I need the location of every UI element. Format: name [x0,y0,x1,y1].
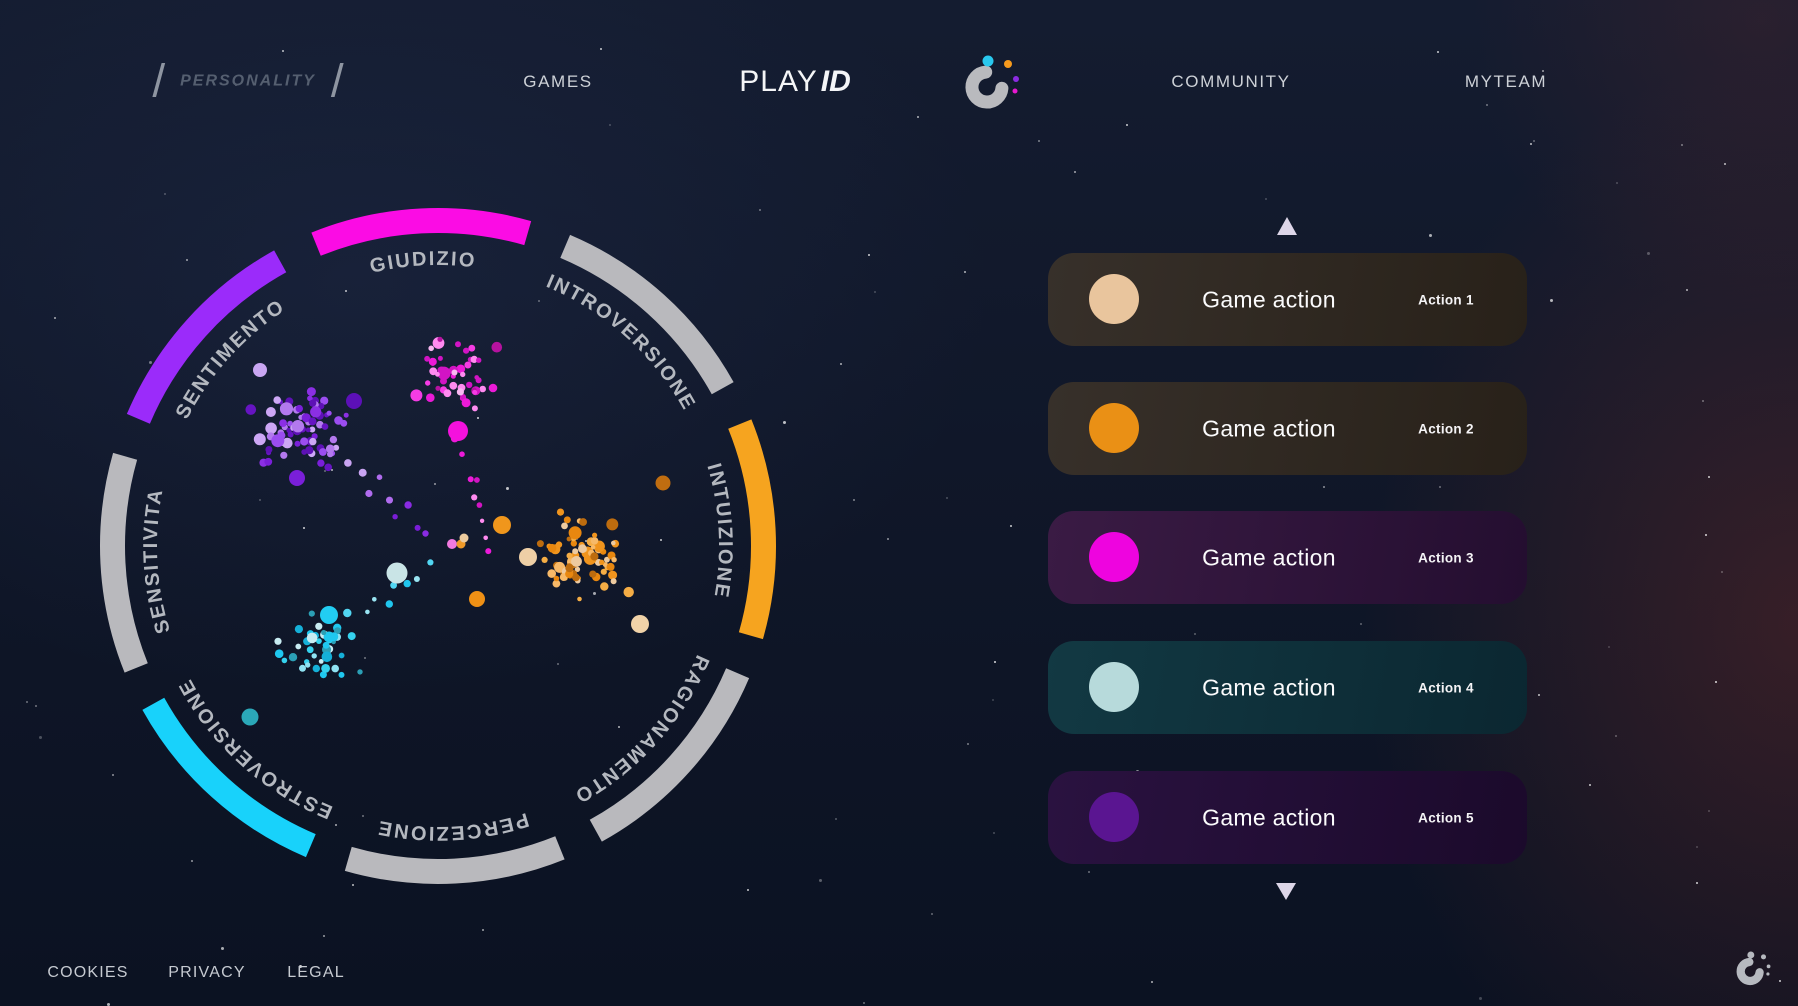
wheel-segment-sensitivita[interactable] [100,452,148,673]
wheel-label-percezione: PERCEZIONE [375,808,529,844]
game-action-card[interactable]: Game action Action 4 [1048,641,1527,734]
svg-text:GIUDIZIO: GIUDIZIO [368,248,478,278]
game-action-title: Game action [1202,415,1336,441]
swirl-dot [1766,972,1770,976]
action-color-dot [1089,532,1139,582]
svg-text:SENTIMENTO: SENTIMENTO [172,295,290,422]
wheel-label-giudizio: GIUDIZIO [368,248,476,278]
personality-wheel: GIUDIZIO INTROVERSIONE INTUIZIONE RAGION… [100,208,776,884]
swirl-purple-dot [1013,76,1019,82]
svg-text:PERCEZIONE: PERCEZIONE [375,808,531,844]
game-action-title: Game action [1202,286,1336,312]
game-action-tag: Action 3 [1418,550,1474,565]
footer-swirl-logo [1736,951,1771,986]
game-action-tag: Action 1 [1418,292,1474,307]
playid-logo[interactable]: PLAY ID [739,65,851,99]
nav-personality-label: PERSONALITY [180,71,316,89]
action-color-dot [1089,662,1139,712]
game-action-tag: Action 5 [1418,810,1474,825]
wheel-segment-introversione[interactable] [560,234,734,395]
nav-myteam[interactable]: MYTEAM [1464,72,1548,91]
swirl-arc [965,65,1009,109]
slash-left-icon: / [152,54,166,107]
footer-link-privacy[interactable]: PRIVACY [168,964,246,981]
action-color-dot [1089,274,1139,324]
footer-link-cookies[interactable]: COOKIES [47,964,129,981]
nav-community[interactable]: COMMUNITY [1171,72,1291,91]
footer-link-legal[interactable]: LEGAL [287,964,345,981]
scroll-up-arrow[interactable] [1277,217,1297,235]
playid-swirl-icon[interactable] [963,50,1023,110]
game-action-title: Game action [1202,674,1336,700]
wheel-segment-ragionamento[interactable] [589,668,750,842]
swirl-magenta-dot [1012,88,1018,94]
swirl-orange-dot [1004,60,1012,68]
scatter-dots [241,336,671,726]
svg-text:INTUIZIONE: INTUIZIONE [702,461,736,600]
game-action-title: Game action [1202,804,1336,830]
game-action-title: Game action [1202,544,1336,570]
swirl-arc [1736,957,1764,986]
wheel-label-sensitivita: SENSITIVITA [140,486,173,636]
swirl-dot [1760,954,1767,960]
wheel-arcs [100,208,776,884]
game-action-card[interactable]: Game action Action 2 [1048,382,1527,475]
playid-logo-id: ID [820,65,851,98]
wheel-segment-intuizione[interactable] [728,419,776,640]
nav-personality[interactable]: / PERSONALITY / [152,54,344,107]
svg-text:SENSITIVITA: SENSITIVITA [140,486,175,636]
swirl-dot [1766,964,1771,969]
wheel-segment-percezione[interactable] [344,836,565,884]
swirl-cyan-dot [982,55,994,67]
nav-games[interactable]: GAMES [523,72,593,91]
wheel-label-intuizione: INTUIZIONE [702,461,734,600]
wheel-label-sentimento: SENTIMENTO [172,295,288,422]
game-action-card[interactable]: Game action Action 1 [1048,253,1527,346]
scroll-down-arrow[interactable] [1276,883,1296,900]
wheel-segment-estroversione[interactable] [142,697,316,858]
game-action-card[interactable]: Game action Action 5 [1048,771,1527,864]
action-color-dot [1089,792,1139,842]
playid-logo-play: PLAY [739,65,818,98]
game-action-card[interactable]: Game action Action 3 [1048,511,1527,604]
wheel-segment-sentimento[interactable] [126,250,287,424]
game-action-tag: Action 2 [1418,421,1474,436]
swirl-dot [1747,951,1755,959]
wheel-segment-giudizio[interactable] [311,208,532,256]
action-color-dot [1089,403,1139,453]
slash-right-icon: / [330,54,344,107]
game-action-tag: Action 4 [1418,680,1474,695]
